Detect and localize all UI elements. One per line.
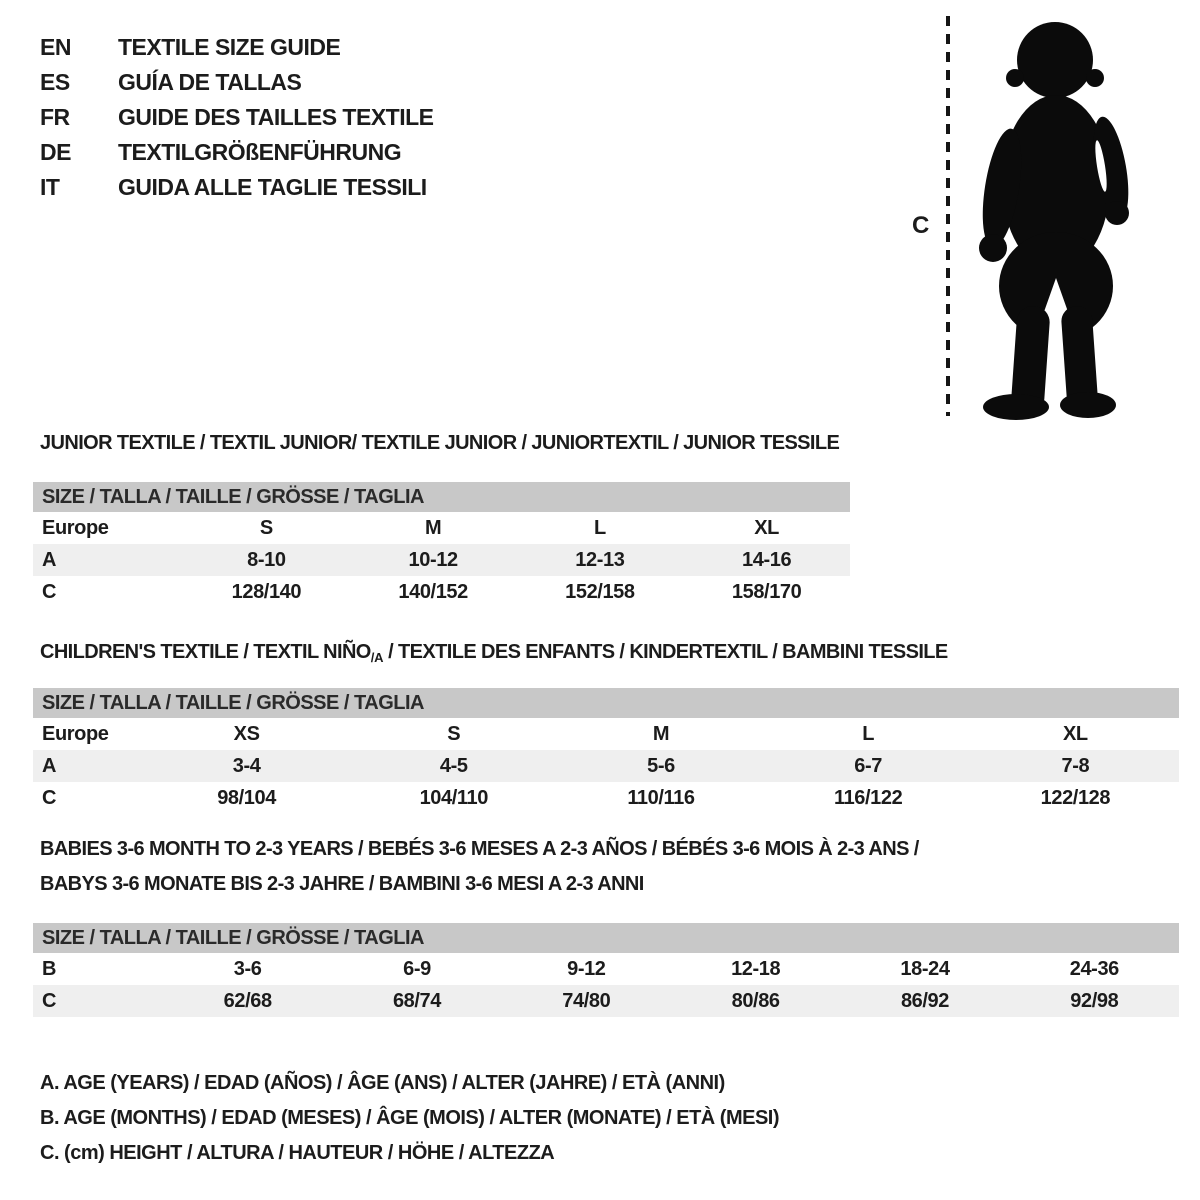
- language-code: EN: [40, 34, 71, 60]
- children-heading-prefix: CHILDREN'S TEXTILE / TEXTIL NIÑO: [40, 641, 371, 663]
- size-header-bar: SIZE / TALLA / TAILLE / GRÖSSE / TAGLIA: [33, 688, 1179, 718]
- cell: 98/104: [217, 786, 276, 809]
- table-row-a: A 8-10 10-12 12-13 14-16: [33, 544, 850, 576]
- cell: 10-12: [349, 544, 517, 576]
- column-header: L: [862, 722, 875, 745]
- cell: 104/110: [419, 786, 489, 809]
- language-row-fr: FR GUIDE DES TAILLES TEXTILE: [40, 100, 434, 135]
- guide-title-en: TEXTILE SIZE GUIDE: [118, 34, 341, 60]
- cell: 5-6: [557, 750, 765, 782]
- cell: 122/128: [1040, 786, 1111, 809]
- cell: 92/98: [1009, 985, 1179, 1017]
- guide-title-es: GUÍA DE TALLAS: [118, 69, 302, 95]
- children-section-heading: CHILDREN'S TEXTILE / TEXTIL NIÑO/A / TEX…: [40, 641, 948, 665]
- row-label: A: [33, 750, 143, 782]
- row-label: C: [42, 786, 57, 809]
- language-code: ES: [40, 69, 70, 95]
- language-code: DE: [40, 139, 71, 165]
- babies-section-heading-line1: BABIES 3-6 MONTH TO 2-3 YEARS / BEBÉS 3-…: [40, 838, 919, 860]
- footnote-a: A. AGE (YEARS) / EDAD (AÑOS) / ÂGE (ANS)…: [40, 1072, 725, 1094]
- children-heading-suffix: / TEXTILE DES ENFANTS / KINDERTEXTIL / B…: [383, 641, 948, 663]
- table-header-row: Europe S M L XL: [33, 512, 850, 544]
- cell: 6-9: [403, 957, 431, 980]
- row-label: B: [42, 957, 57, 980]
- guide-title-it: GUIDA ALLE TAGLIE TESSILI: [118, 174, 427, 200]
- babies-size-table: SIZE / TALLA / TAILLE / GRÖSSE / TAGLIA …: [33, 923, 1179, 1017]
- cell: 152/158: [565, 580, 635, 603]
- cell: 3-4: [143, 750, 351, 782]
- cell: 74/80: [501, 985, 671, 1017]
- cell: 128/140: [231, 580, 302, 603]
- table-header-row: Europe XS S M L XL: [33, 718, 1179, 750]
- cell: 140/152: [398, 580, 468, 603]
- language-code: IT: [40, 174, 60, 200]
- cell: 12-13: [516, 544, 684, 576]
- table-row-c: C 128/140 140/152 152/158 158/170: [33, 576, 850, 608]
- table-row-a: A 3-4 4-5 5-6 6-7 7-8: [33, 750, 1179, 782]
- cell: 12-18: [731, 957, 781, 980]
- cell: 24-36: [1069, 957, 1120, 980]
- babies-section-heading-line2: BABYS 3-6 MONATE BIS 2-3 JAHRE / BAMBINI…: [40, 873, 644, 895]
- children-heading-subscript: /A: [370, 650, 384, 665]
- row-label: C: [42, 580, 57, 603]
- row-label: A: [33, 544, 183, 576]
- column-header: M: [652, 722, 670, 745]
- footnote-b: B. AGE (MONTHS) / EDAD (MESES) / ÂGE (MO…: [40, 1107, 780, 1129]
- cell: 68/74: [332, 985, 502, 1017]
- table-row-b: B 3-6 6-9 9-12 12-18 18-24 24-36: [33, 953, 1179, 985]
- cell: 6-7: [764, 750, 972, 782]
- junior-section-heading: JUNIOR TEXTILE / TEXTIL JUNIOR/ TEXTILE …: [40, 432, 840, 454]
- cell: 80/86: [670, 985, 841, 1017]
- cell: 18-24: [900, 957, 950, 980]
- cell: 9-12: [567, 957, 606, 980]
- cell: 3-6: [233, 957, 262, 980]
- cell: 110/116: [627, 786, 695, 809]
- language-row-en: EN TEXTILE SIZE GUIDE: [40, 30, 434, 65]
- footnote-legend: A. AGE (YEARS) / EDAD (AÑOS) / ÂGE (ANS)…: [40, 1066, 780, 1171]
- column-header: M: [424, 516, 442, 539]
- cell: 4-5: [350, 750, 558, 782]
- children-size-table: SIZE / TALLA / TAILLE / GRÖSSE / TAGLIA …: [33, 688, 1179, 814]
- guide-title-fr: GUIDE DES TAILLES TEXTILE: [118, 104, 434, 130]
- language-code: FR: [40, 104, 70, 130]
- language-row-es: ES GUÍA DE TALLAS: [40, 65, 434, 100]
- cell: 8-10: [183, 544, 350, 576]
- footnote-c: C. (cm) HEIGHT / ALTURA / HAUTEUR / HÖHE…: [40, 1142, 555, 1164]
- cell: 86/92: [840, 985, 1010, 1017]
- baby-silhouette-icon: [979, 22, 1129, 420]
- cell: 158/170: [731, 580, 802, 603]
- column-header: XS: [233, 722, 260, 745]
- language-row-it: IT GUIDA ALLE TAGLIE TESSILI: [40, 170, 434, 205]
- language-row-de: DE TEXTILGRÖßENFÜHRUNG: [40, 135, 434, 170]
- guide-title-de: TEXTILGRÖßENFÜHRUNG: [118, 139, 402, 165]
- table-row-c: C 98/104 104/110 110/116 116/122 122/128: [33, 782, 1179, 814]
- height-measure-label: C: [912, 212, 930, 239]
- column-header: Europe: [42, 516, 109, 539]
- column-header: XL: [754, 516, 779, 539]
- column-header: Europe: [42, 722, 109, 745]
- cell: 62/68: [163, 985, 333, 1017]
- junior-size-table: SIZE / TALLA / TAILLE / GRÖSSE / TAGLIA …: [33, 482, 850, 608]
- cell: 7-8: [971, 750, 1179, 782]
- table-row-c: C 62/68 68/74 74/80 80/86 86/92 92/98: [33, 985, 1179, 1017]
- column-header: L: [593, 516, 606, 539]
- size-header-bar: SIZE / TALLA / TAILLE / GRÖSSE / TAGLIA: [33, 482, 850, 512]
- cell: 116/122: [833, 786, 903, 809]
- height-measure-line: [946, 16, 950, 416]
- cell: 14-16: [683, 544, 850, 576]
- column-header: XL: [1062, 722, 1088, 745]
- column-header: S: [259, 516, 273, 539]
- column-header: S: [447, 722, 461, 745]
- size-header-bar: SIZE / TALLA / TAILLE / GRÖSSE / TAGLIA: [33, 923, 1179, 953]
- language-title-list: EN TEXTILE SIZE GUIDE ES GUÍA DE TALLAS …: [40, 30, 434, 205]
- row-label: C: [33, 985, 163, 1017]
